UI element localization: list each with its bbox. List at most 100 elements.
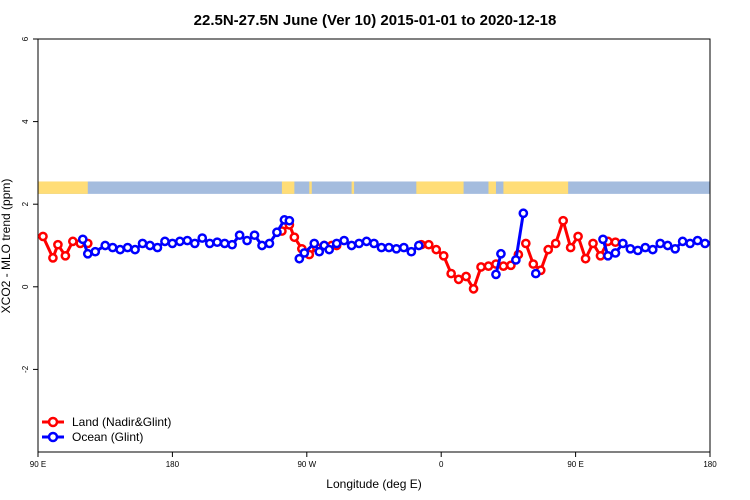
- land-point: [48, 253, 58, 263]
- land-point: [565, 242, 576, 253]
- legend-land-label: Land (Nadir&Glint): [72, 415, 171, 429]
- y-tick-label: 2: [21, 201, 30, 206]
- land-point: [573, 231, 583, 242]
- land-point: [476, 262, 486, 272]
- ocean-point: [361, 236, 372, 247]
- ocean-point: [204, 238, 215, 249]
- ocean-point: [530, 268, 541, 279]
- x-tick-label: 0: [439, 460, 444, 469]
- legend: Land (Nadir&Glint) Ocean (Glint): [42, 415, 171, 444]
- ocean-point: [670, 243, 681, 254]
- y-tick-label: -2: [21, 365, 30, 373]
- land-point: [431, 244, 442, 255]
- ocean-point: [603, 250, 613, 261]
- ocean-point: [82, 248, 93, 259]
- x-tick-label: 90 W: [297, 460, 316, 469]
- x-tick-label: 90 E: [567, 460, 583, 469]
- ocean-point: [219, 238, 230, 249]
- ocean-point: [167, 238, 178, 249]
- land-point: [446, 268, 457, 279]
- plot-frame: [37, 38, 711, 453]
- ocean-point: [640, 242, 651, 253]
- land-point: [543, 244, 554, 255]
- x-axis: 90 E 180 90 W 0 90 E 180: [30, 452, 717, 469]
- ocean-point: [662, 240, 673, 251]
- ocean-point: [314, 246, 325, 257]
- ocean-point: [100, 240, 111, 251]
- land-point: [550, 238, 561, 249]
- ocean-point: [272, 227, 282, 238]
- ocean-point: [376, 242, 387, 253]
- ocean-point: [130, 244, 140, 255]
- ocean-point: [331, 238, 342, 249]
- ocean-point: [122, 242, 133, 253]
- land-point: [453, 274, 464, 285]
- chart-title: 22.5N-27.5N June (Ver 10) 2015-01-01 to …: [194, 12, 557, 29]
- ocean-point: [137, 238, 148, 249]
- ocean-point: [160, 236, 170, 247]
- land-band: [351, 181, 355, 194]
- land-point: [580, 253, 591, 264]
- ocean-point: [175, 236, 185, 247]
- x-tick-label: 180: [166, 460, 180, 469]
- land-point: [610, 237, 621, 248]
- land-band: [416, 181, 464, 194]
- ocean-point: [309, 238, 320, 249]
- land-point: [289, 232, 300, 243]
- land-point: [558, 215, 569, 226]
- ocean-point: [152, 242, 163, 253]
- ocean-point: [354, 238, 364, 249]
- ocean-point: [598, 234, 608, 245]
- ocean-point: [496, 248, 506, 259]
- ocean-point: [212, 237, 223, 248]
- ocean-point: [647, 244, 658, 255]
- ocean-point: [413, 240, 424, 251]
- ocean-point: [399, 242, 409, 253]
- ocean-point: [655, 238, 666, 249]
- y-axis: -2 0 2 4 6: [21, 36, 38, 373]
- ocean-point: [324, 244, 335, 255]
- ocean-point: [249, 230, 260, 241]
- ocean-point: [384, 242, 394, 253]
- series-layer: [38, 208, 710, 294]
- ocean-point: [107, 242, 118, 253]
- ocean-point: [115, 244, 125, 255]
- ocean-point: [264, 238, 275, 249]
- ocean-point: [610, 248, 621, 258]
- ocean-point: [700, 238, 710, 249]
- ocean-point: [339, 235, 349, 246]
- land-point: [67, 236, 78, 247]
- legend-ocean-label: Ocean (Glint): [72, 430, 143, 444]
- ocean-line: [514, 213, 525, 261]
- legend-ocean-marker: [47, 431, 59, 443]
- land-point: [53, 239, 63, 250]
- land-point: [498, 261, 509, 271]
- ocean-point: [618, 238, 628, 249]
- map-strip: [38, 181, 710, 194]
- x-axis-label: Longitude (deg E): [326, 477, 421, 491]
- ocean-point: [145, 240, 155, 251]
- ocean-point: [242, 235, 252, 246]
- x-tick-label: 180: [703, 460, 717, 469]
- ocean-point: [625, 243, 636, 254]
- land-band: [281, 181, 295, 194]
- ocean-point: [685, 238, 695, 249]
- ocean-point: [197, 233, 208, 243]
- ocean-point: [257, 240, 267, 251]
- ocean-point: [346, 240, 357, 251]
- ocean-point: [491, 269, 501, 280]
- land-point: [468, 284, 479, 294]
- legend-land-marker: [47, 416, 59, 428]
- series-ocean: [77, 208, 710, 280]
- ocean-point: [227, 239, 237, 250]
- ocean-point: [234, 230, 245, 241]
- land-band: [503, 181, 569, 194]
- ocean-point: [90, 246, 101, 257]
- land-band: [309, 181, 312, 194]
- ocean-point: [518, 208, 529, 219]
- legend-item-land: Land (Nadir&Glint): [42, 415, 171, 429]
- ocean-point: [182, 235, 193, 246]
- ocean-point: [632, 245, 643, 256]
- ocean-point: [369, 238, 379, 249]
